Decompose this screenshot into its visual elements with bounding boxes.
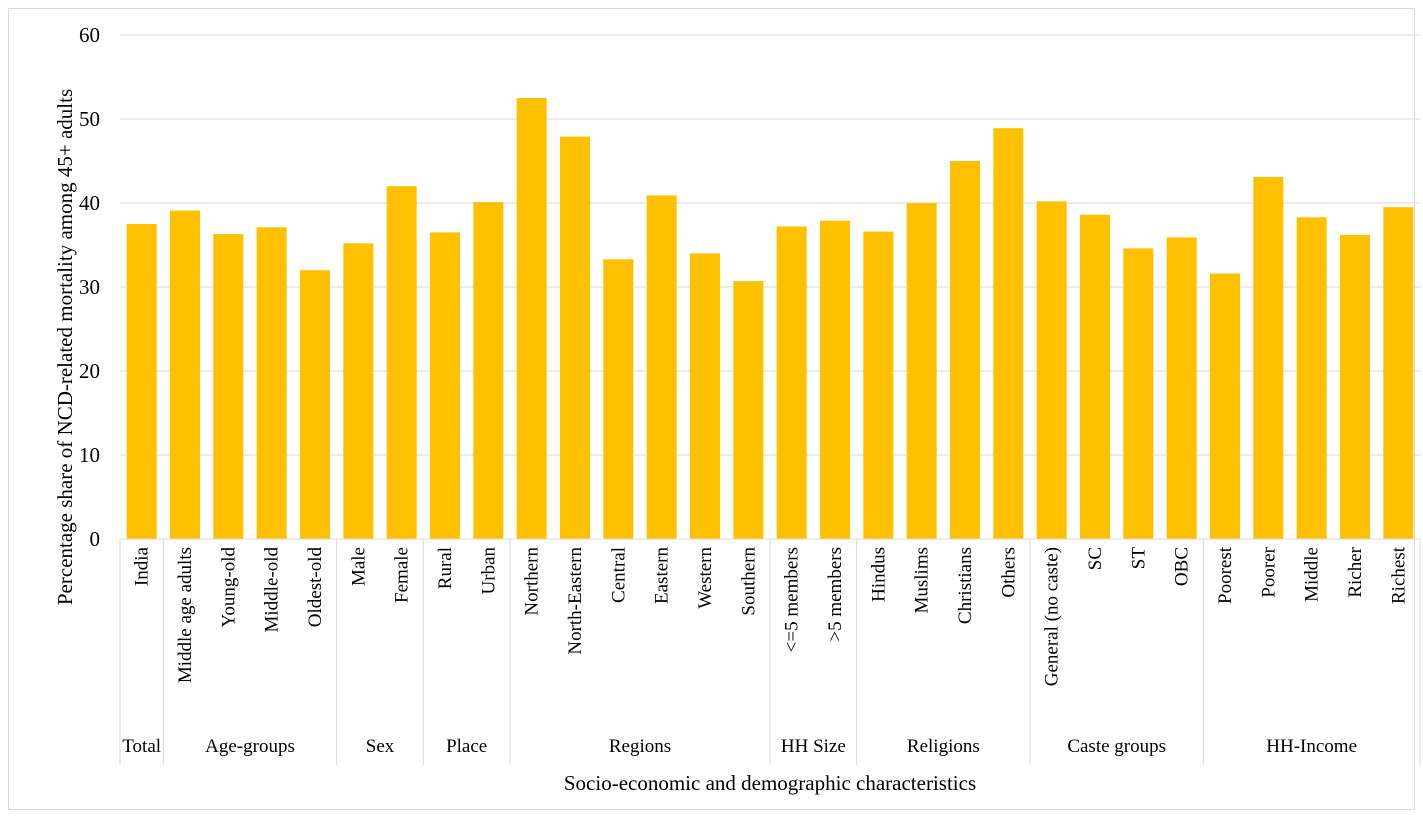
category-label: Urban bbox=[478, 547, 499, 595]
group-label: Sex bbox=[366, 736, 395, 757]
bar bbox=[473, 202, 504, 539]
bars bbox=[126, 98, 1414, 540]
group-label: Religions bbox=[907, 736, 980, 757]
y-tick-label: 10 bbox=[79, 443, 100, 467]
bar bbox=[1383, 207, 1414, 539]
category-label: Others bbox=[998, 547, 1019, 598]
bar bbox=[646, 195, 677, 539]
y-tick-label: 20 bbox=[79, 359, 100, 383]
y-tick-label: 40 bbox=[79, 191, 100, 215]
category-label: Middle-old bbox=[262, 547, 283, 633]
category-label: General (no caste) bbox=[1042, 547, 1063, 686]
bar bbox=[300, 270, 330, 539]
group-label: HH-Income bbox=[1266, 736, 1357, 757]
bar bbox=[1340, 234, 1370, 540]
bar bbox=[690, 253, 720, 539]
bar bbox=[343, 243, 374, 539]
y-tick-label: 30 bbox=[79, 275, 100, 299]
y-axis-title: Percentage share of NCD-related mortalit… bbox=[53, 89, 77, 605]
axes bbox=[119, 538, 1421, 765]
gridlines bbox=[120, 34, 1420, 456]
category-label: Muslims bbox=[912, 547, 933, 614]
bar bbox=[863, 231, 894, 539]
category-label: Rural bbox=[435, 547, 456, 589]
category-label: Western bbox=[695, 547, 716, 609]
category-label: Central bbox=[608, 547, 629, 603]
bar bbox=[820, 220, 850, 539]
category-label: SC bbox=[1085, 547, 1106, 570]
bar bbox=[1036, 201, 1067, 539]
category-label: Richer bbox=[1345, 546, 1366, 597]
category-label: Hindus bbox=[868, 547, 889, 602]
bar bbox=[213, 234, 244, 539]
bar bbox=[1166, 237, 1197, 539]
category-label: Young-old bbox=[218, 547, 239, 628]
category-label: Southern bbox=[738, 547, 759, 616]
category-label: India bbox=[132, 546, 153, 586]
group-label: Total bbox=[122, 736, 161, 757]
category-label: Poorer bbox=[1258, 546, 1279, 597]
bar bbox=[170, 210, 200, 539]
category-label: <=5 members bbox=[782, 547, 803, 652]
bar bbox=[603, 259, 634, 539]
category-label: OBC bbox=[1172, 547, 1193, 586]
x-axis-title: Socio-economic and demographic character… bbox=[564, 771, 976, 795]
group-label: Caste groups bbox=[1067, 736, 1166, 757]
y-tick-labels: 0 10 20 30 40 50 60 bbox=[79, 23, 100, 551]
category-label: Middle bbox=[1302, 547, 1323, 602]
bar bbox=[1210, 273, 1240, 539]
y-tick-label: 60 bbox=[79, 23, 100, 47]
bar bbox=[1253, 176, 1284, 539]
bar bbox=[1123, 248, 1154, 540]
category-label: Middle age adults bbox=[175, 547, 196, 683]
bar bbox=[993, 128, 1024, 540]
bar bbox=[386, 186, 417, 539]
group-labels: Total Age-groups Sex Place Regions HH Size Rel… bbox=[122, 736, 1357, 757]
y-tick-label: 50 bbox=[79, 107, 100, 131]
bar bbox=[516, 98, 547, 539]
category-label: Poorest bbox=[1215, 546, 1236, 604]
bar bbox=[906, 203, 937, 539]
group-label: HH Size bbox=[781, 736, 846, 757]
bar bbox=[430, 232, 460, 539]
bar bbox=[950, 161, 980, 539]
bar bbox=[1296, 217, 1327, 539]
bar bbox=[256, 227, 287, 540]
category-label: Eastern bbox=[652, 547, 673, 604]
category-label: ST bbox=[1128, 547, 1149, 570]
bar bbox=[1080, 214, 1110, 539]
category-label: Richest bbox=[1388, 546, 1409, 604]
category-label: Oldest-old bbox=[305, 547, 326, 628]
bar bbox=[126, 224, 157, 539]
category-label: Christians bbox=[955, 547, 976, 624]
bar bbox=[776, 226, 807, 539]
category-label: Female bbox=[392, 547, 413, 603]
bar bbox=[560, 136, 590, 539]
group-label: Age-groups bbox=[205, 736, 295, 757]
category-labels: India Middle age adults Young-old Middle-ol… bbox=[132, 546, 1410, 686]
y-tick-label: 0 bbox=[90, 527, 101, 551]
category-label: North-Eastern bbox=[565, 547, 586, 655]
bar bbox=[733, 281, 764, 539]
category-label: Male bbox=[348, 547, 369, 586]
group-label: Regions bbox=[609, 736, 671, 757]
category-label: Northern bbox=[522, 547, 543, 616]
category-label: >5 members bbox=[825, 547, 846, 642]
group-label: Place bbox=[446, 736, 487, 757]
